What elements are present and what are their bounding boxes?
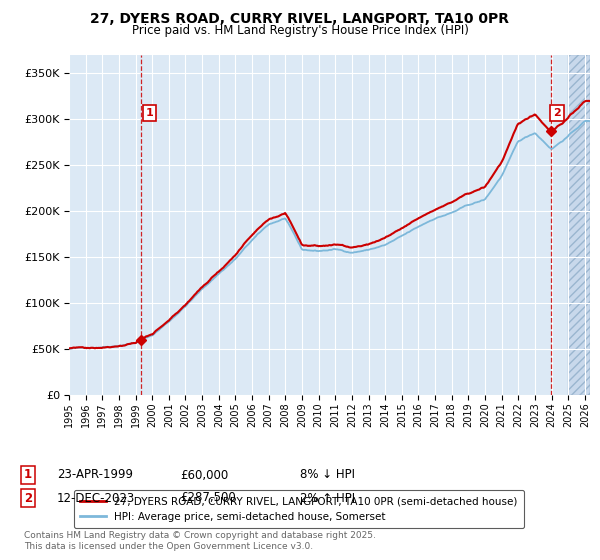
Text: 1: 1 [24,469,32,482]
Text: Contains HM Land Registry data © Crown copyright and database right 2025.
This d: Contains HM Land Registry data © Crown c… [24,531,376,552]
Text: 8% ↓ HPI: 8% ↓ HPI [300,469,355,482]
Text: £287,500: £287,500 [180,492,236,505]
Text: Price paid vs. HM Land Registry's House Price Index (HPI): Price paid vs. HM Land Registry's House … [131,24,469,36]
Legend: 27, DYERS ROAD, CURRY RIVEL, LANGPORT, TA10 0PR (semi-detached house), HPI: Aver: 27, DYERS ROAD, CURRY RIVEL, LANGPORT, T… [74,490,524,528]
Text: 2: 2 [553,108,561,118]
Text: 2% ↑ HPI: 2% ↑ HPI [300,492,355,505]
Bar [568,55,590,395]
Text: 27, DYERS ROAD, CURRY RIVEL, LANGPORT, TA10 0PR: 27, DYERS ROAD, CURRY RIVEL, LANGPORT, T… [91,12,509,26]
Text: 1: 1 [146,108,154,118]
Text: £60,000: £60,000 [180,469,228,482]
Text: 12-DEC-2023: 12-DEC-2023 [57,492,135,505]
Bar [568,55,590,395]
Text: 2: 2 [24,492,32,505]
Text: 23-APR-1999: 23-APR-1999 [57,469,133,482]
